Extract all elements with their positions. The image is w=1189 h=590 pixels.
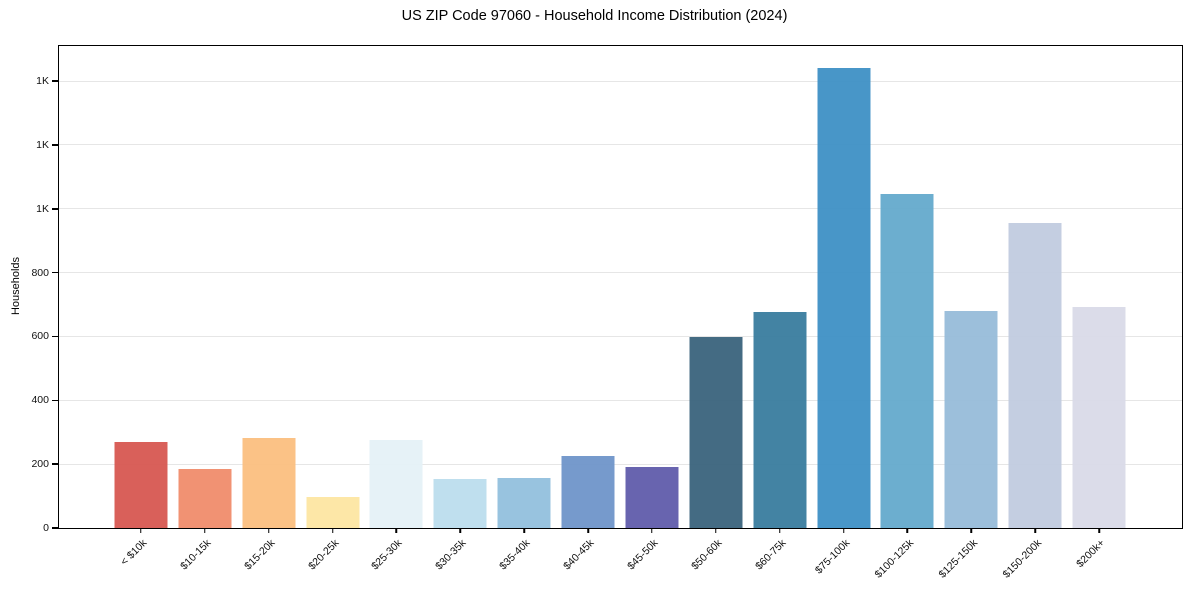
- bar-slot: $35-40k: [492, 46, 556, 572]
- bar-$15-20k: [242, 438, 296, 528]
- bar-$75-100k: [817, 68, 871, 528]
- x-tick-label: $125-150k: [936, 537, 980, 581]
- bar-$25-30k: [369, 440, 423, 528]
- y-axis-title: Households: [10, 256, 22, 316]
- x-tick-label: $25-30k: [369, 537, 405, 573]
- x-tick-label: $150-200k: [1000, 537, 1044, 581]
- bar-$40-45k: [561, 455, 615, 528]
- x-tick-mark: [459, 528, 462, 533]
- chart-title: US ZIP Code 97060 - Household Income Dis…: [401, 8, 788, 24]
- bar-$60-75k: [753, 311, 807, 528]
- x-tick-label: $40-45k: [561, 537, 597, 573]
- bar-$150-200k: [1008, 223, 1062, 528]
- x-tick-mark: [778, 528, 781, 533]
- bar-slot: $15-20k: [237, 46, 301, 572]
- bar-$125-150k: [944, 310, 998, 528]
- bar-slot: $20-25k: [301, 46, 365, 572]
- x-tick-label: < $10k: [118, 537, 150, 568]
- bar-slot: $75-100k: [812, 46, 876, 576]
- bar-$30-35k: [433, 478, 487, 528]
- bar-slot: $125-150k: [936, 46, 1003, 581]
- x-tick-mark: [1034, 528, 1036, 533]
- x-tick-mark: [587, 528, 589, 533]
- y-tick-mark: [51, 144, 58, 146]
- bar-$50-60k: [689, 337, 743, 528]
- y-tick-label: 1K: [36, 138, 49, 151]
- bar-$35-40k: [497, 477, 551, 528]
- x-tick-label: $200k+: [1074, 537, 1108, 571]
- y-tick-label: 400: [31, 394, 49, 407]
- x-tick-mark: [523, 528, 525, 533]
- y-tick-label: 0: [43, 522, 49, 534]
- x-tick-label: $30-35k: [433, 537, 469, 573]
- gridline-y-1K: [59, 144, 1182, 146]
- bar-slot: $25-30k: [365, 46, 429, 572]
- gridline-y-1K: [59, 80, 1182, 82]
- y-tick-mark: [51, 335, 58, 338]
- gridline-y-800: [59, 272, 1182, 274]
- x-tick-mark: [970, 528, 973, 533]
- x-tick-label: $60-75k: [752, 537, 789, 573]
- x-tick-label: $75-100k: [812, 537, 853, 577]
- x-tick-label: $20-25k: [305, 537, 342, 573]
- gridline-y-1K: [59, 208, 1182, 210]
- y-tick-mark: [51, 463, 58, 465]
- x-tick-label: $100-125k: [872, 537, 916, 581]
- y-tick-mark: [51, 80, 58, 82]
- x-tick-mark: [267, 528, 270, 533]
- bar-slot: < $10k: [109, 46, 173, 568]
- y-tick-mark: [51, 271, 58, 274]
- bar-slot: $10-15k: [173, 46, 237, 572]
- bar-slot: $100-125k: [872, 46, 940, 581]
- bar-< $10k: [114, 441, 168, 528]
- x-tick-mark: [331, 528, 334, 533]
- x-tick-mark: [906, 528, 909, 533]
- gridline-y-200: [59, 463, 1182, 465]
- gridline-y-600: [59, 335, 1182, 337]
- bar-slot: $60-75k: [748, 46, 812, 572]
- y-tick-mark: [51, 399, 58, 402]
- bar-$200k+: [1072, 306, 1126, 528]
- y-tick-mark: [51, 527, 58, 529]
- bar-slot: $40-45k: [556, 46, 620, 572]
- gridline-y-400: [59, 399, 1182, 401]
- plot-area: < $10k $10-15k $15-20k $20-25k $25-30k $30-35…: [31, 45, 1183, 581]
- y-tick-label: 200: [31, 458, 49, 471]
- x-tick-mark: [651, 528, 653, 533]
- bar-slot: $30-35k: [428, 46, 492, 572]
- bar-$10-15k: [178, 469, 232, 528]
- bar-$45-50k: [625, 467, 679, 528]
- x-tick-mark: [140, 528, 142, 533]
- bar-$20-25k: [306, 496, 360, 528]
- x-tick-mark: [842, 528, 845, 533]
- x-tick-mark: [395, 528, 398, 533]
- x-tick-mark: [1098, 528, 1100, 533]
- y-tick-label: 1K: [36, 202, 49, 215]
- x-tick-label: $45-50k: [625, 537, 661, 573]
- bars-layer: < $10k $10-15k $15-20k $20-25k $25-30k $30-35…: [59, 46, 1182, 581]
- y-tick-label: 600: [31, 330, 49, 343]
- x-tick-label: $35-40k: [497, 537, 533, 573]
- x-tick-label: $50-60k: [688, 537, 725, 573]
- x-tick-mark: [715, 528, 717, 533]
- x-tick-label: $10-15k: [177, 537, 214, 573]
- bar-slot: $50-60k: [684, 46, 748, 572]
- bar-$100-125k: [880, 193, 934, 528]
- x-tick-mark: [204, 528, 206, 533]
- y-tick-label: 800: [31, 266, 49, 279]
- bar-slot: $150-200k: [1000, 46, 1067, 581]
- y-tick-mark: [51, 208, 58, 210]
- bar-slot: $45-50k: [620, 46, 684, 572]
- x-tick-label: $15-20k: [241, 537, 278, 573]
- y-tick-label: 1K: [36, 75, 49, 88]
- bar-slot: $200k+: [1067, 46, 1131, 570]
